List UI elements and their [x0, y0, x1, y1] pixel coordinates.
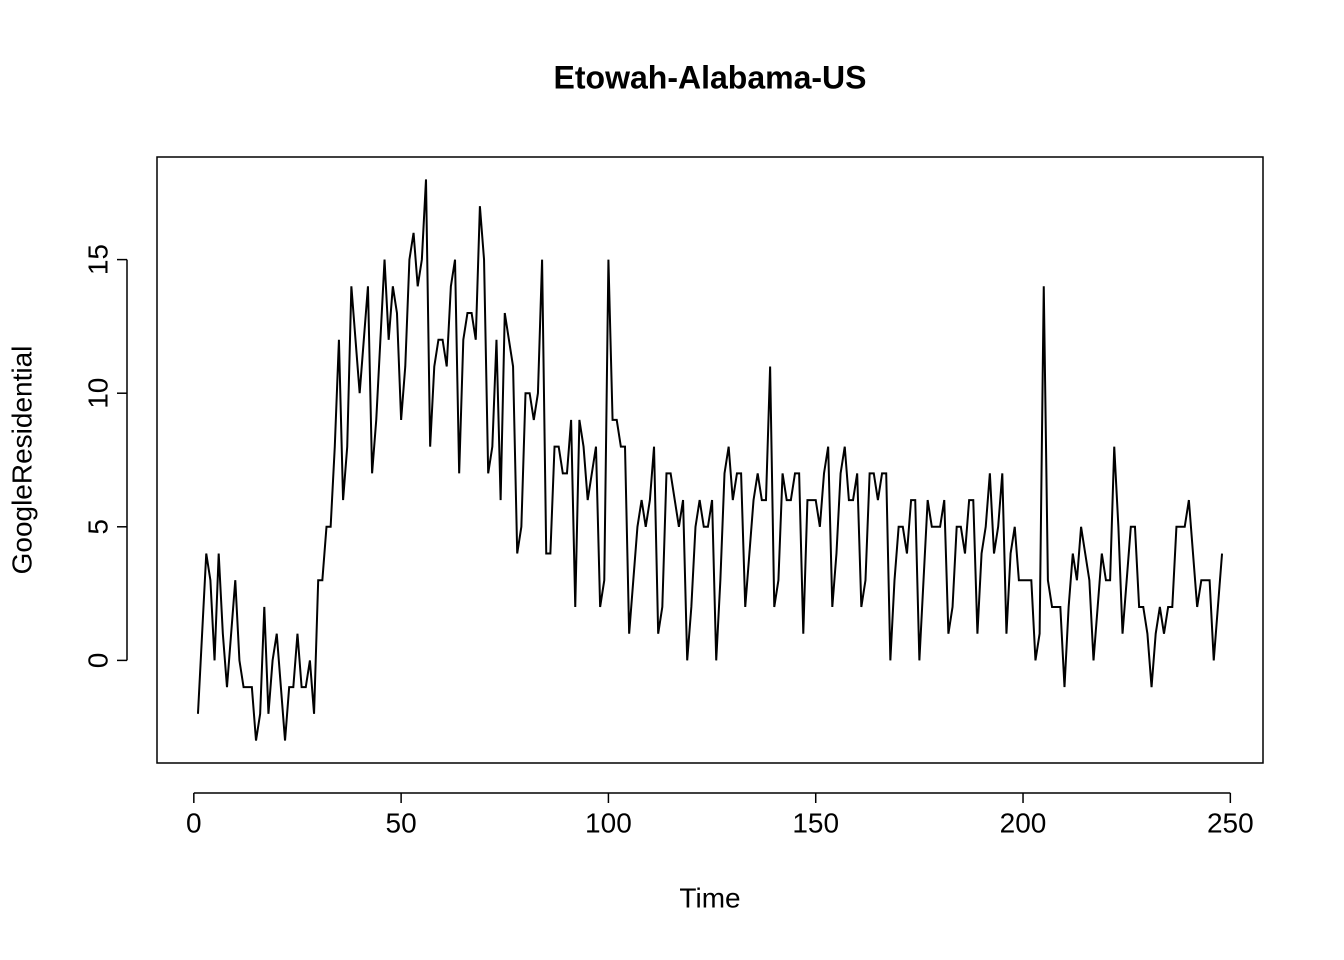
- x-tick-label: 250: [1207, 807, 1254, 838]
- y-tick-label: 5: [82, 519, 113, 535]
- y-tick-label: 15: [82, 244, 113, 275]
- x-tick-label: 150: [792, 807, 839, 838]
- y-tick-label: 0: [82, 653, 113, 669]
- x-tick-label: 50: [386, 807, 417, 838]
- x-tick-label: 200: [1000, 807, 1047, 838]
- data-line: [196, 179, 1224, 741]
- y-tick-label: 10: [82, 378, 113, 409]
- x-tick-label: 100: [585, 807, 632, 838]
- plot-frame: [156, 156, 1264, 764]
- chart-title: Etowah-Alabama-US: [554, 59, 867, 95]
- x-tick-label: 0: [186, 807, 202, 838]
- y-axis-label: GoogleResidential: [6, 346, 37, 575]
- x-axis-label: Time: [679, 882, 740, 913]
